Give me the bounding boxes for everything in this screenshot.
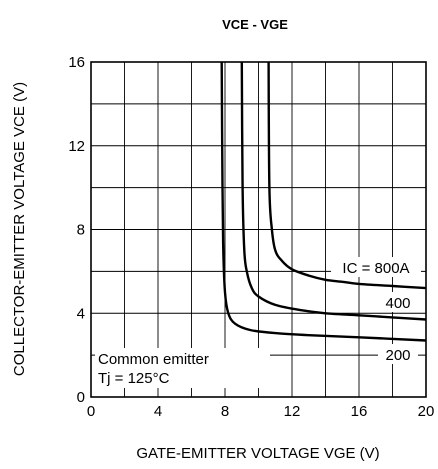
y-tick-label: 8	[77, 222, 85, 239]
x-tick-labels: 0 4 8 12 16 20	[87, 403, 435, 420]
x-tick-label: 16	[351, 403, 368, 420]
chart-title: VCE - VGE	[222, 17, 288, 32]
y-tick-labels: 0 4 8 12 16	[68, 54, 85, 406]
label-bg-200	[378, 344, 418, 364]
x-tick-label: 12	[284, 403, 301, 420]
series-line-2	[267, 61, 427, 290]
series-label-200: 200	[385, 347, 410, 364]
y-tick-label: 12	[68, 138, 85, 155]
y-tick-label: 0	[77, 389, 85, 406]
y-tick-label: 4	[77, 305, 85, 322]
curves	[220, 61, 427, 342]
annotation-tj: Tj = 125°C	[98, 370, 170, 387]
series-label-400: 400	[385, 295, 410, 312]
y-axis-label: COLLECTOR-EMITTER VOLTAGE VCE (V)	[11, 82, 28, 376]
x-tick-label: 20	[418, 403, 435, 420]
series-label-800: IC = 800A	[342, 260, 409, 277]
annotation-common-emitter: Common emitter	[98, 351, 209, 368]
series-line-0	[220, 61, 427, 342]
label-bg-800	[331, 257, 421, 277]
x-tick-label: 0	[87, 403, 95, 420]
x-axis-label: GATE-EMITTER VOLTAGE VGE (V)	[136, 445, 379, 462]
series-line-1	[240, 61, 427, 321]
label-bg-400	[378, 292, 418, 312]
y-tick-label: 16	[68, 54, 85, 71]
x-tick-label: 4	[154, 403, 162, 420]
plot-frame	[90, 61, 427, 398]
annotation-bg	[95, 348, 270, 388]
x-tick-label: 8	[221, 403, 229, 420]
grid-lines	[91, 62, 426, 397]
